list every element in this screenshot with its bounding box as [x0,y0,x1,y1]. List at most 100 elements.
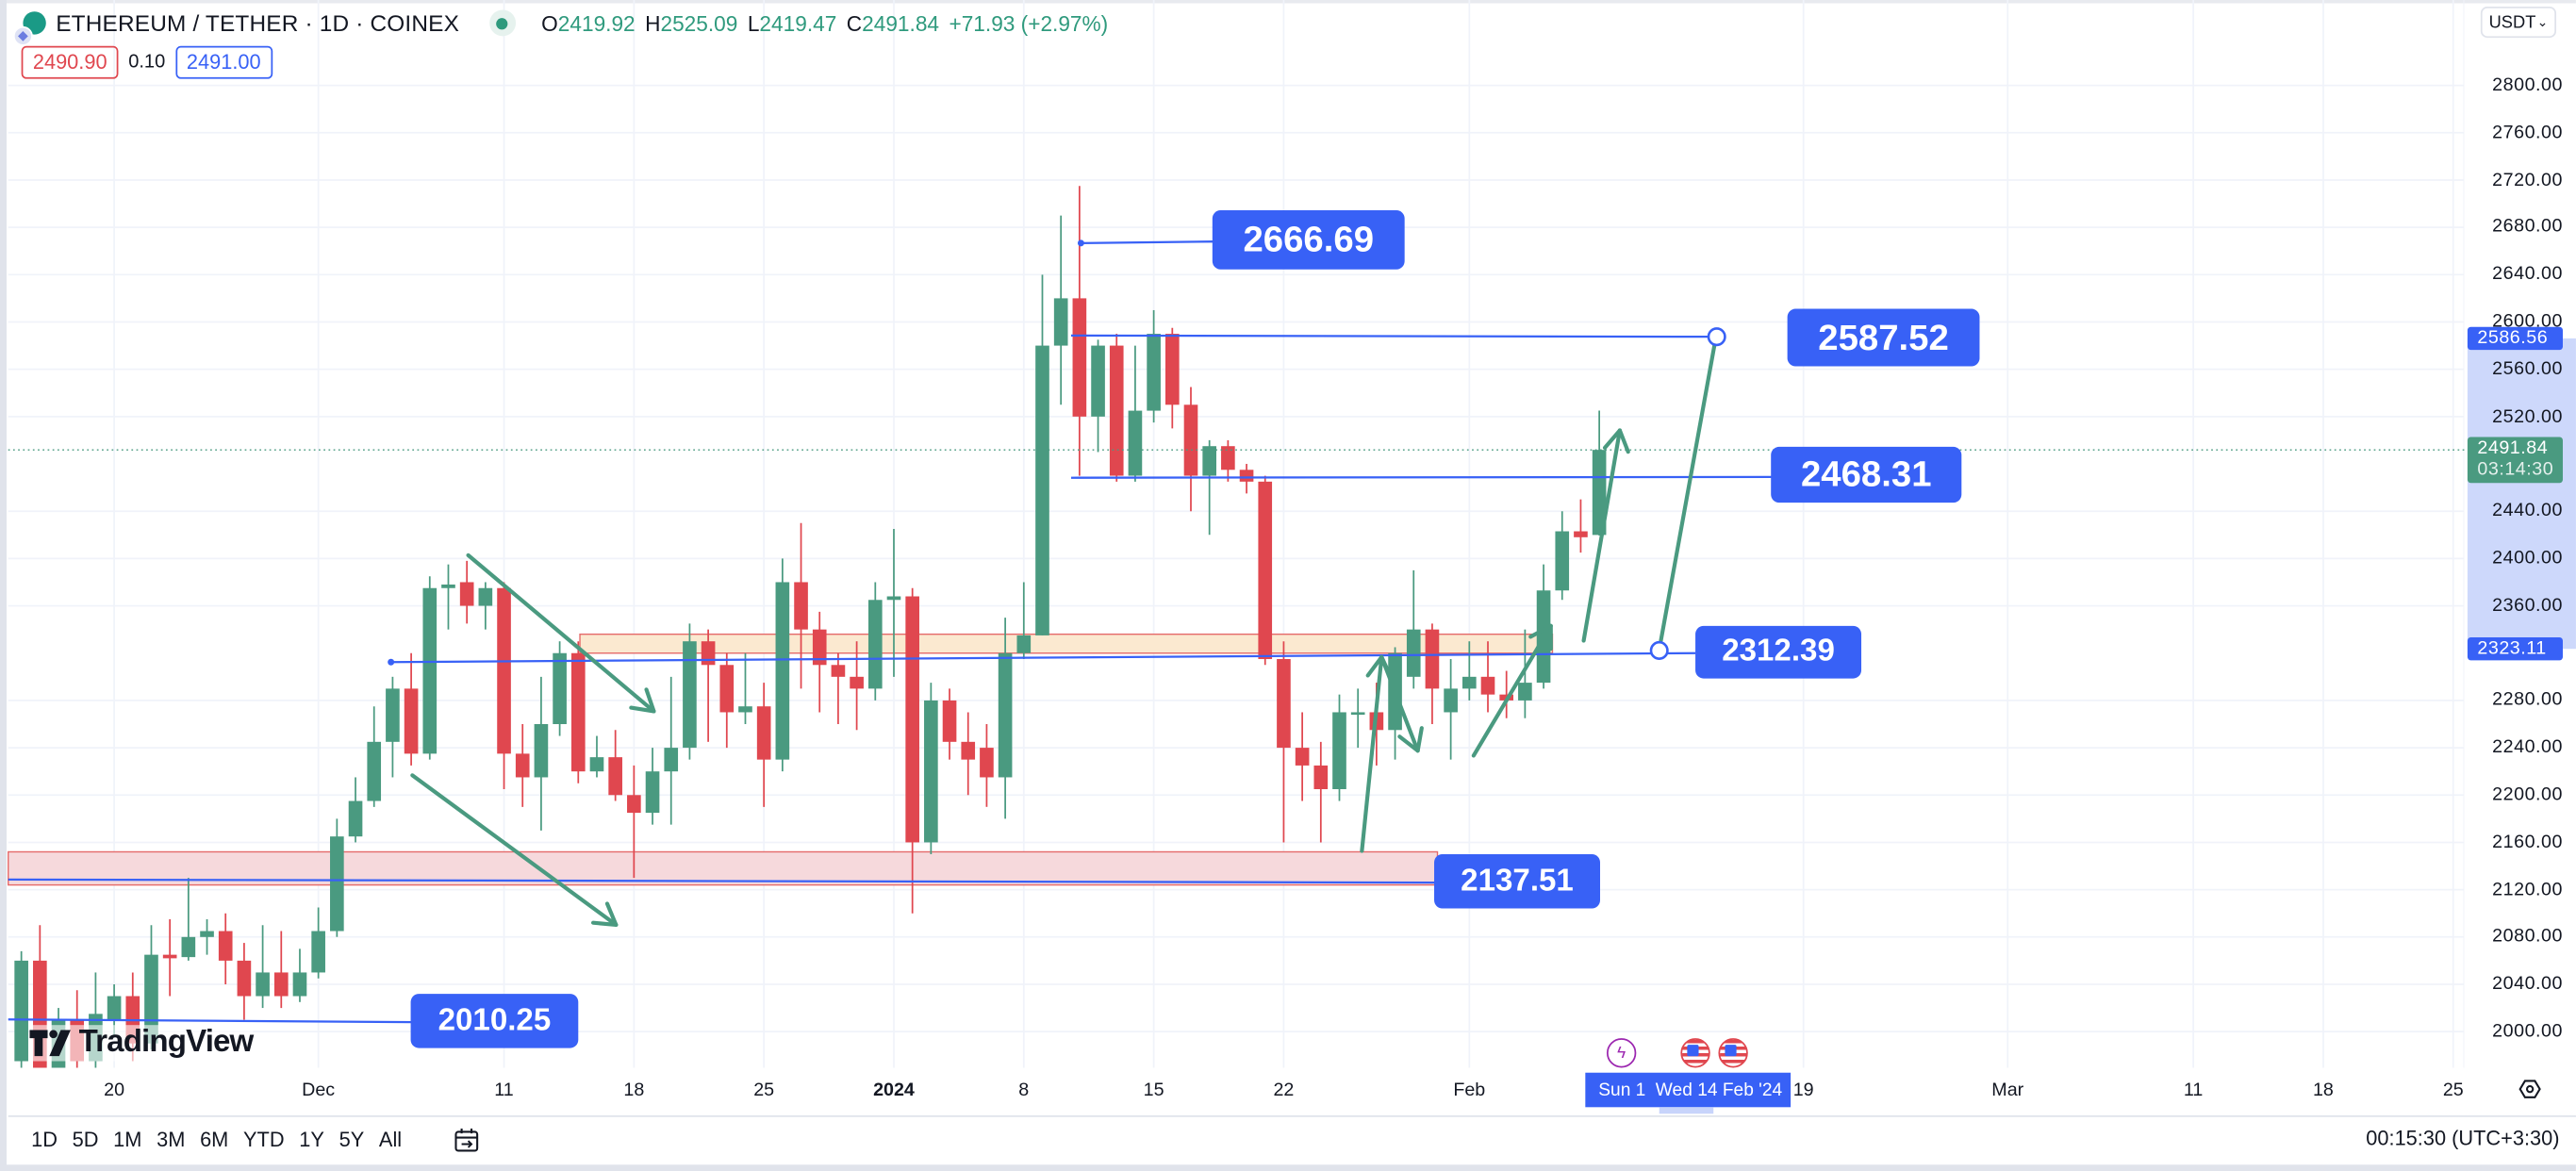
range-button-all[interactable]: All [378,1128,403,1152]
candle-body [850,676,864,689]
trend-arrow [1379,654,1424,753]
candle-body [1332,712,1346,790]
candle-body [181,936,196,958]
range-button-ytd[interactable]: YTD [243,1128,285,1152]
symbol-header: ◆ ETHEREUM / TETHER · 1D · COINEX O2419.… [12,9,1109,46]
candle-body [1016,635,1032,653]
candle [1183,387,1198,512]
candle [459,560,474,624]
projection-start-handle [1649,640,1669,660]
symbol-title[interactable]: ETHEREUM / TETHER · 1D · COINEX [56,9,460,37]
spread-value: 0.10 [128,52,166,73]
range-button-1y[interactable]: 1Y [299,1128,324,1152]
candle-body [589,757,604,772]
axis-settings-icon[interactable] [2518,1078,2541,1100]
candle-body [1480,676,1495,695]
market-status-icon[interactable] [488,9,516,37]
range-button-1m[interactable]: 1M [113,1128,142,1152]
price-level-label[interactable]: 2312.39 [1695,625,1862,679]
arrow-head [1415,726,1424,753]
candle-body [1555,531,1570,591]
us-flag-event-icon[interactable] [1718,1038,1748,1068]
time-tick-label: 19 [1792,1080,1814,1101]
candle-body [1461,676,1477,689]
tradingview-wordmark: TradingView [78,1025,255,1060]
candle-body [1053,298,1068,346]
currency-dropdown[interactable]: USDT ⌄ [2480,6,2557,39]
price-level-label[interactable]: 2010.25 [410,994,579,1048]
candle-body [1518,683,1532,701]
clock-timezone[interactable]: 00:15:30 (UTC+3:30) [2366,1127,2560,1150]
candle [348,777,363,843]
last-price-tag: 2491.84 03:14:30 [2467,437,2563,484]
candle-body [1072,298,1087,417]
low-value: 2419.47 [759,10,837,36]
candle [200,918,214,955]
us-flag-event-icon[interactable] [1680,1038,1710,1068]
candle [256,925,270,1009]
price-level-label[interactable]: 2468.31 [1771,446,1962,503]
candle [961,712,976,796]
candle [867,582,883,701]
arrow-shaft [1360,654,1384,853]
time-tick-label: 22 [1273,1080,1295,1101]
price-axis[interactable]: 2000.00 2040.00 2080.00 2120.00 2160.00 2200.… [2464,0,2576,1067]
candle-body [200,931,214,937]
candle [1425,623,1440,725]
candle [14,950,28,1068]
candle [980,724,994,807]
time-axis[interactable]: 25 18 11 Mar 19 Feb 22 15 8 2024 25 18 11 Dec 20 Sun 1… [0,1067,2576,1114]
bar-countdown: 03:14:30 [2477,459,2554,480]
level-axis-tag: 2323.11 [2467,637,2563,662]
buy-button[interactable]: 2491.00 [174,45,272,79]
price-tick-label: 2680.00 [2492,217,2563,238]
candle-body [980,748,994,778]
lightning-event-icon[interactable]: ϟ [1606,1038,1637,1068]
time-tick-label: 11 [2183,1080,2204,1101]
candle [831,652,846,725]
price-tick-label: 2240.00 [2492,737,2563,758]
candle [1592,410,1607,536]
candle [886,529,901,677]
candle [478,582,493,630]
trend-arrow [410,773,619,928]
candle-body [404,688,419,754]
candle-body [292,972,307,997]
arrow-head [1365,654,1384,678]
candle-body [775,582,790,760]
time-tick-label: 18 [623,1080,645,1101]
arrow-head [1602,428,1622,451]
range-button-3m[interactable]: 3M [157,1128,186,1152]
range-button-6m[interactable]: 6M [200,1128,229,1152]
price-level-label[interactable]: 2666.69 [1212,210,1405,270]
price-level-label[interactable]: 2587.52 [1787,308,1980,367]
candle [534,676,549,831]
price-level-label[interactable]: 2137.51 [1434,853,1601,909]
candle [441,564,455,630]
candle-body [1425,629,1440,689]
last-price-value: 2491.84 [2477,437,2549,458]
go-to-date-icon[interactable] [453,1127,479,1153]
range-button-5d[interactable]: 5D [72,1128,99,1152]
price-tick-label: 2160.00 [2492,832,2563,852]
candle-body [1128,410,1143,476]
candle-body [719,665,735,713]
price-tick-label: 2800.00 [2492,75,2563,96]
candle-body [664,748,679,772]
change-value: +71.93 (+2.97%) [949,10,1109,36]
range-button-1d[interactable]: 1D [31,1128,58,1152]
high-key: H [645,10,661,36]
candle [1332,694,1346,801]
sell-button[interactable]: 2490.90 [21,45,119,79]
arrow-head [604,901,619,928]
candle-body [608,757,622,796]
range-button-5y[interactable]: 5Y [339,1128,365,1152]
candle-body [311,931,325,973]
candle-body [367,741,382,801]
close-key: C [846,10,863,36]
horizontal-level-line [1070,334,1717,338]
candle [645,748,660,825]
candle [683,623,697,760]
candle [924,683,938,854]
chart-canvas[interactable] [0,0,2465,1068]
